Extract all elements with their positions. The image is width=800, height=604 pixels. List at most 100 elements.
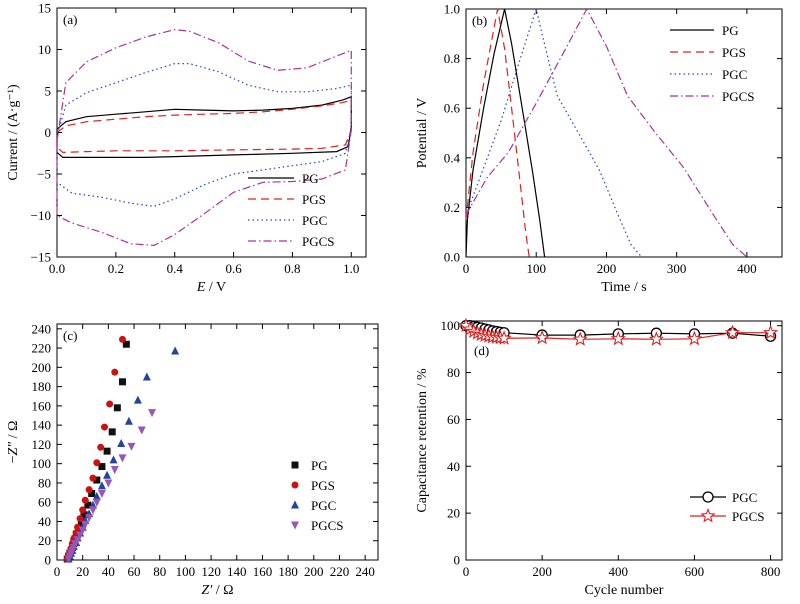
- legend-marker-pgs: [291, 481, 299, 489]
- data-point-pgcs: [610, 330, 626, 346]
- legend-label-pgc: PGC: [732, 490, 757, 505]
- data-point-pgcs: [686, 330, 703, 346]
- series-line-pgs: [465, 8, 530, 258]
- y-tick-label: 0.4: [444, 150, 461, 165]
- y-tick-label: −5: [37, 167, 51, 182]
- panel-label: (d): [474, 343, 489, 358]
- data-point-pgcs: [148, 409, 157, 418]
- data-point-pgc: [103, 470, 112, 479]
- y-tick-label: 140: [32, 418, 52, 433]
- panel-b: 0 100 200 300 400 0.0 0.2 0.4 0.6 0.8 1.0 (b) Time /…: [415, 2, 783, 295]
- y-tick-label: 60: [38, 495, 51, 510]
- data-point-pgcs: [762, 324, 779, 340]
- data-point-pgcs: [724, 324, 741, 340]
- legend-marker-pgc: [291, 500, 299, 509]
- data-point-pg: [88, 490, 96, 498]
- y-tick-label: 180: [32, 379, 52, 394]
- data-point-pgs: [81, 496, 89, 504]
- series-line-pgc: [465, 6, 643, 258]
- data-point-pgcs: [92, 498, 101, 507]
- x-tick-label: 0: [54, 564, 61, 579]
- data-point-pg: [108, 428, 116, 436]
- x-tick-label: 0.8: [284, 261, 300, 276]
- data-point-pgs: [106, 400, 114, 408]
- legend-label-pgs: PGS: [302, 192, 326, 207]
- data-point-pgcs: [118, 454, 127, 463]
- y-tick-label: 100: [32, 456, 52, 471]
- legend-label-pg: PG: [311, 458, 328, 473]
- y-tick-label: 60: [447, 412, 460, 427]
- data-point-pg: [118, 378, 126, 386]
- x-axis-label: E / V: [196, 280, 226, 295]
- data-point-pgcs: [110, 465, 119, 474]
- y-tick-label: 160: [32, 398, 52, 413]
- data-point-pg: [93, 476, 101, 484]
- series-line-pgs: [56, 99, 352, 154]
- data-point-pgs: [101, 423, 109, 431]
- y-tick-label: 10: [38, 42, 51, 57]
- legend-marker-pgcs: [700, 507, 716, 523]
- data-point-pg: [80, 511, 88, 519]
- x-tick-label: 200: [304, 564, 324, 579]
- data-point-pg: [84, 501, 92, 509]
- data-point-pgcs: [104, 479, 113, 488]
- x-tick-label: 160: [253, 564, 273, 579]
- x-tick-label: 0.0: [49, 261, 65, 276]
- x-tick-label: 0: [463, 261, 470, 276]
- data-point-pgcs: [572, 331, 588, 346]
- x-tick-label: 180: [278, 564, 298, 579]
- data-point-pgs: [89, 474, 97, 482]
- legend-marker-pg: [291, 461, 299, 469]
- x-tick-label: 400: [737, 261, 757, 276]
- x-tick-label: 800: [761, 564, 781, 579]
- data-point-pgs: [118, 335, 126, 343]
- y-tick-label: 0.2: [444, 200, 460, 215]
- x-tick-label: 40: [102, 564, 115, 579]
- y-tick-label: 0: [45, 125, 52, 140]
- y-tick-label: −10: [31, 208, 51, 223]
- y-tick-label: 200: [32, 360, 52, 375]
- data-point-pgcs: [78, 526, 87, 535]
- panel-label: (b): [472, 13, 487, 28]
- y-tick-label: 240: [32, 321, 52, 336]
- panel-d: 0 200 400 600 800 0 20 40 60 80 100 (d) Cycle number…: [415, 317, 783, 598]
- y-tick-label: 0.0: [444, 250, 460, 265]
- x-tick-label: 0: [463, 564, 470, 579]
- panel-c: 0 20 40 60 80 100 120 140 160 180 200 220 240 0 20 40 60…: [6, 321, 379, 598]
- data-point-pgs: [74, 523, 82, 531]
- data-point-pgcs: [88, 506, 97, 515]
- y-tick-label: 220: [32, 341, 52, 356]
- x-tick-label: 0.2: [108, 261, 124, 276]
- data-point-pgcs: [534, 329, 550, 345]
- y-tick-label: 1.0: [444, 2, 460, 17]
- series-line-pgcs: [465, 7, 748, 258]
- data-point-pg: [113, 404, 121, 412]
- legend-label-pgs: PGS: [311, 478, 335, 493]
- legend-marker-pgc: [702, 491, 714, 503]
- data-point-pgs: [76, 515, 84, 523]
- x-tick-label: 200: [532, 564, 552, 579]
- y-tick-label: 80: [447, 365, 460, 380]
- data-point-pgcs: [496, 330, 512, 345]
- data-point-pgcs: [81, 520, 90, 529]
- legend-label-pg: PG: [722, 23, 739, 38]
- legend-label-pgcs: PGCS: [722, 89, 755, 104]
- data-point-pgcs: [85, 514, 94, 523]
- x-tick-label: 80: [153, 564, 166, 579]
- y-tick-label: 20: [38, 533, 51, 548]
- data-point-pgcs: [127, 442, 136, 451]
- plot-frame: [465, 8, 783, 258]
- x-tick-label: 600: [685, 564, 705, 579]
- legend-label-pgcs: PGCS: [302, 234, 335, 249]
- y-tick-label: 100: [441, 318, 461, 333]
- series-line-pgcs: [56, 28, 352, 247]
- data-point-pgs: [111, 368, 119, 376]
- legend-label-pgs: PGS: [722, 45, 746, 60]
- x-tick-label: 400: [609, 564, 629, 579]
- y-tick-label: 15: [38, 1, 51, 16]
- legend-label-pgc: PGC: [302, 213, 327, 228]
- data-point-pgc: [109, 455, 118, 464]
- x-tick-label: 0.6: [225, 261, 242, 276]
- data-point-pgs: [85, 486, 93, 494]
